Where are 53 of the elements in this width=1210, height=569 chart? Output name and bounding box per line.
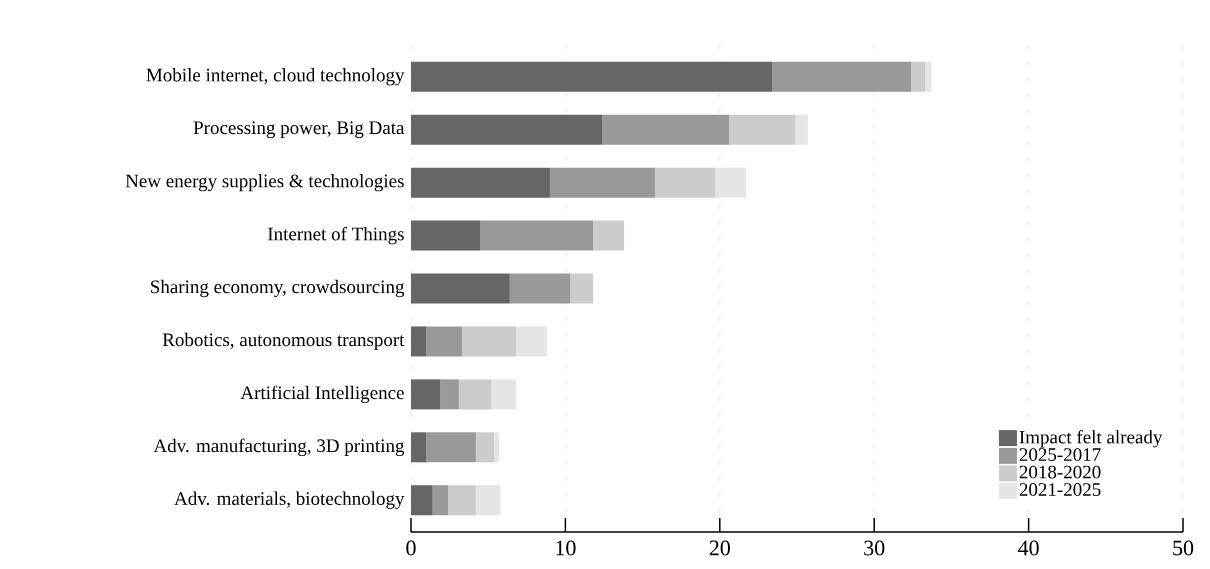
y-tick-label: Mobile internet, cloud technology: [146, 68, 405, 86]
legend-label: Impact felt already: [1019, 429, 1163, 448]
bar: [772, 61, 912, 92]
bar: [480, 220, 594, 251]
bar: [593, 220, 625, 251]
y-tick-label: Processing power, Big Data: [193, 121, 405, 139]
y-tick-label: Adv. manufacturing, 3D printing: [153, 438, 405, 457]
bar: [475, 485, 501, 516]
bar: [440, 379, 459, 410]
bar: [411, 167, 550, 198]
bar: [411, 485, 433, 516]
bar: [491, 379, 516, 410]
legend-label: 2025-2017: [1019, 448, 1101, 461]
bar: [475, 432, 495, 463]
bar: [448, 485, 476, 516]
x-tick-label: 0: [406, 540, 416, 556]
y-tick-label: Sharing economy, crowdsourcing: [151, 279, 405, 298]
y-tick-label: Robotics, autonomous transport: [162, 332, 405, 351]
y-tick-label: Internet of Things: [267, 226, 404, 245]
bar: [549, 167, 655, 198]
bar: [795, 114, 808, 145]
bar: [411, 273, 510, 304]
x-tick-label: 10: [556, 540, 576, 556]
bar: [715, 167, 747, 198]
y-tick-label: New energy supplies & technologies: [125, 173, 404, 192]
bar: [411, 379, 441, 410]
bar: [411, 326, 427, 357]
bar: [426, 326, 462, 357]
bar: [432, 485, 449, 516]
bar: [458, 379, 492, 410]
x-tick-label: 40: [1018, 540, 1039, 556]
bar: [426, 432, 476, 463]
bar: [516, 326, 547, 357]
bar: [461, 326, 516, 357]
bar: [509, 273, 571, 304]
legend-label: 2021-2025: [1019, 483, 1101, 496]
x-tick-label: 20: [709, 540, 730, 556]
legend-label: 2018-2020: [1019, 465, 1101, 479]
bar: [494, 432, 500, 463]
x-tick-label: 30: [864, 540, 885, 556]
bar: [729, 114, 796, 145]
bar: [570, 273, 594, 304]
bar: [411, 114, 603, 145]
y-tick-label: Adv. materials, biotechnology: [174, 491, 405, 509]
bar: [411, 61, 773, 92]
y-tick-label: Artificial Intelligence: [240, 385, 404, 404]
bar: [411, 220, 481, 251]
bar: [911, 61, 926, 92]
bar: [411, 432, 427, 463]
bar: [602, 114, 730, 145]
bar: [654, 167, 716, 198]
x-tick-label: 50: [1173, 540, 1194, 556]
bar: [925, 61, 932, 92]
